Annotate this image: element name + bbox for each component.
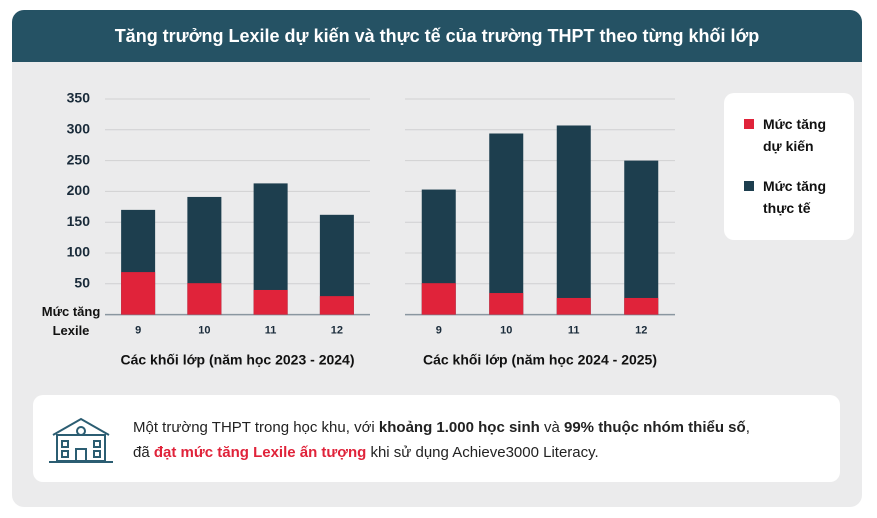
x-tick-label: 9 [436,325,442,337]
bar [489,133,524,315]
text: khoảng 1.000 học sinh [378,419,540,436]
footer-text: Một trường THPT trong học khu, với khoản… [133,415,823,465]
bar [556,125,591,315]
x-tick-label: 11 [568,325,580,337]
legend-label: Mức tăng thực tế [763,178,827,216]
bar [187,283,222,315]
y-tick-label: 200 [67,182,91,198]
bar [421,283,456,315]
x-axis-label: Các khối lớp (năm học 2023 - 2024) [120,352,354,368]
x-tick-label: 10 [198,325,210,337]
text: Một trường THPT trong học khu, với [133,419,379,436]
bar [624,160,659,315]
bar [121,272,156,315]
header-title: Tăng trưởng Lexile dự kiến và thực tế củ… [12,10,862,62]
text: và [539,419,564,436]
text: , [745,419,750,436]
text: khi sử dụng Achieve3000 Literacy. [366,444,599,461]
y-tick-label: 50 [74,275,90,291]
x-tick-label: 10 [500,325,512,337]
legend-label: Mức tăng dự kiến [763,116,827,154]
y-axis-label: Mức tăng Lexile [41,304,101,338]
bar [556,297,591,315]
legend: Mức tăng dự kiến Mức tăng thực tế [724,93,854,240]
y-tick-label: 150 [67,213,91,229]
school-icon [49,417,113,463]
x-axis-label: Các khối lớp (năm học 2024 - 2025) [423,352,657,368]
text: 99% thuộc nhóm thiểu số [564,419,746,436]
bar [253,289,288,315]
bar [624,297,659,315]
legend-swatch [744,181,754,191]
y-tick-label: 300 [67,121,91,137]
legend-item: Mức tăng dự kiến [744,113,844,157]
y-tick-label: 350 [67,90,91,106]
y-tick-label: 100 [67,244,91,260]
y-tick-label: 250 [67,151,91,167]
x-tick-label: 12 [635,325,647,337]
text: đạt mức tăng Lexile ấn tượng [153,444,367,461]
x-tick-label: 11 [265,325,277,337]
x-tick-label: 9 [135,325,141,337]
x-tick-label: 12 [331,325,343,337]
legend-item: Mức tăng thực tế [744,175,844,219]
bar [319,296,354,315]
legend-swatch [744,119,754,129]
footer: Một trường THPT trong học khu, với khoản… [33,395,840,482]
card: Tăng trưởng Lexile dự kiến và thực tế củ… [12,10,862,507]
bar [489,293,524,315]
chart: 50 100 150 200 250 300 350 9 10 11 12 Các khối lớp … [67,90,675,368]
text: đã [133,444,154,461]
